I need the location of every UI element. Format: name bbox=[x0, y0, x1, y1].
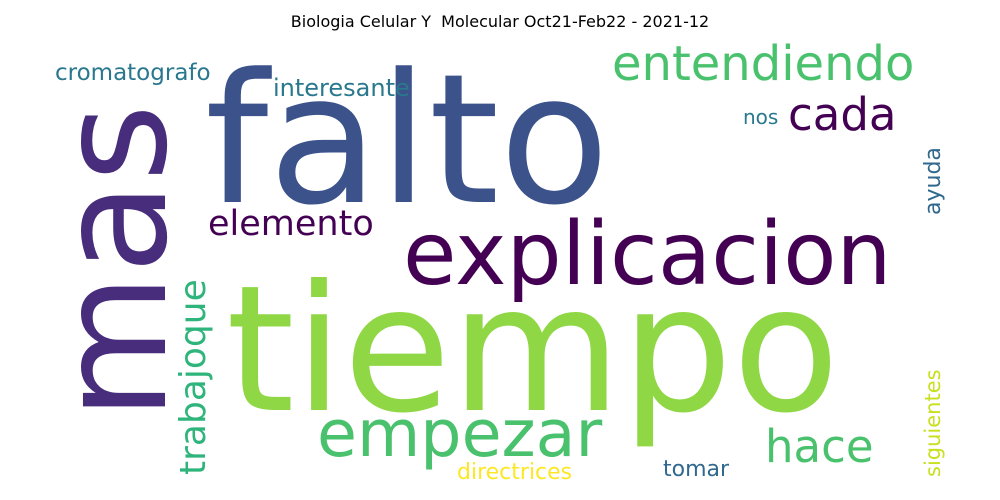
word-interesante: interesante bbox=[273, 74, 410, 102]
word-nos: nos bbox=[743, 105, 778, 129]
word-hace: hace bbox=[765, 420, 874, 473]
word-cada: cada bbox=[788, 88, 896, 141]
word-mas: mas bbox=[27, 104, 201, 420]
word-directrices: directrices bbox=[457, 460, 572, 485]
word-cromatografo: cromatografo bbox=[55, 60, 211, 86]
word-falto: falto bbox=[205, 36, 609, 245]
chart-title: Biologia Celular Y Molecular Oct21-Feb22… bbox=[290, 12, 710, 31]
word-elemento: elemento bbox=[208, 204, 374, 244]
word-ayuda: ayuda bbox=[921, 147, 946, 215]
word-entendiendo: entendiendo bbox=[612, 36, 914, 92]
word-tiempo: tiempo bbox=[226, 249, 840, 452]
word-trabajoque: trabajoque bbox=[173, 279, 214, 475]
word-empezar: empezar bbox=[317, 397, 603, 472]
word-tomar: tomar bbox=[663, 457, 730, 482]
word-siguientes: siguientes bbox=[921, 369, 945, 477]
word-explicacion: explicacion bbox=[403, 203, 892, 305]
